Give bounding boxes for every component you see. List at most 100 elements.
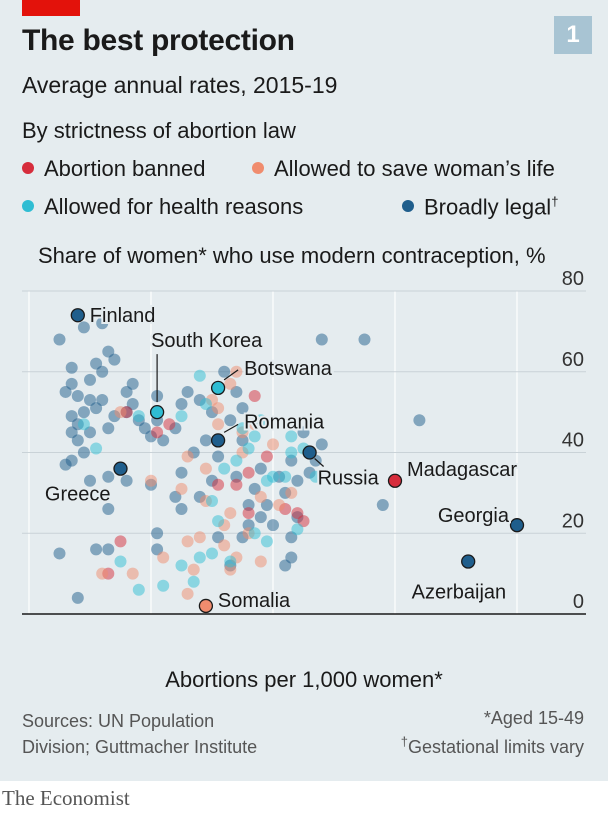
highlighted-point bbox=[198, 598, 214, 614]
data-point bbox=[114, 555, 127, 568]
chart-subtitle: Average annual rates, 2015-19 bbox=[22, 72, 338, 98]
highlighted-point bbox=[149, 404, 165, 420]
data-point bbox=[193, 369, 206, 382]
data-point bbox=[96, 317, 109, 330]
data-points bbox=[53, 308, 525, 614]
x-axis-label: Abortions per 1,000 women* bbox=[165, 667, 443, 692]
point-label: Georgia bbox=[438, 505, 510, 527]
point-labels: Finland South Korea Botswana Romania Russia G… bbox=[43, 303, 519, 614]
highlighted-point bbox=[461, 554, 476, 569]
highlighted-point bbox=[509, 518, 525, 533]
data-point bbox=[90, 543, 103, 556]
data-point bbox=[285, 430, 298, 443]
data-point bbox=[285, 551, 298, 564]
data-point bbox=[218, 365, 231, 378]
data-point bbox=[212, 418, 225, 431]
gestational-footnote: †Gestational limits vary bbox=[401, 734, 584, 758]
data-point bbox=[175, 482, 188, 495]
callout-line bbox=[314, 458, 324, 467]
data-point bbox=[291, 474, 304, 487]
data-point bbox=[120, 474, 133, 487]
data-point bbox=[65, 361, 78, 374]
data-point bbox=[254, 414, 267, 427]
data-point bbox=[181, 450, 194, 463]
data-point bbox=[187, 563, 200, 576]
data-point bbox=[59, 385, 72, 398]
point-label: Botswana bbox=[244, 358, 333, 380]
data-point bbox=[102, 543, 115, 556]
data-point bbox=[248, 430, 261, 443]
data-point bbox=[193, 531, 206, 544]
y-tick-label: 60 bbox=[562, 349, 584, 371]
legend-label-legal: Broadly legal bbox=[424, 194, 552, 220]
data-point bbox=[187, 575, 200, 588]
data-point bbox=[315, 333, 328, 346]
legend-dot-health bbox=[22, 200, 34, 212]
data-point bbox=[53, 333, 66, 346]
source-note: Sources: UN Population Division; Guttmac… bbox=[22, 711, 258, 757]
data-point bbox=[236, 402, 249, 415]
data-point bbox=[230, 454, 243, 467]
data-point bbox=[218, 539, 231, 552]
economist-logo-text: The Economist bbox=[2, 786, 130, 810]
data-point bbox=[254, 511, 267, 524]
gestational-footnote-text: Gestational limits vary bbox=[407, 737, 584, 757]
data-point bbox=[126, 567, 139, 580]
data-point bbox=[260, 450, 273, 463]
data-point bbox=[224, 414, 237, 427]
legend-item-banned: Abortion banned bbox=[22, 156, 205, 182]
chart-panel bbox=[0, 0, 608, 781]
data-point bbox=[254, 555, 267, 568]
data-point bbox=[102, 422, 115, 435]
point-label: Azerbaijan bbox=[412, 582, 507, 604]
data-point bbox=[90, 402, 103, 415]
point-label: Somalia bbox=[218, 590, 291, 612]
data-point bbox=[230, 478, 243, 491]
data-point bbox=[224, 555, 237, 568]
legend-dot-save-life bbox=[252, 162, 264, 174]
brand-red-tab bbox=[22, 0, 80, 16]
data-point bbox=[71, 389, 84, 402]
y-tick-label: 20 bbox=[562, 510, 584, 532]
data-point bbox=[163, 418, 176, 431]
data-point bbox=[291, 523, 304, 536]
data-point bbox=[315, 438, 328, 451]
data-point bbox=[242, 466, 255, 479]
y-tick-label: 40 bbox=[562, 430, 584, 452]
data-point bbox=[151, 527, 164, 540]
dagger-mark: † bbox=[551, 194, 559, 209]
data-point bbox=[285, 486, 298, 499]
legend-item-legal: Broadly legal† bbox=[402, 194, 558, 220]
data-point bbox=[248, 527, 261, 540]
legend-label-banned: Abortion banned bbox=[44, 156, 206, 181]
data-point bbox=[77, 406, 90, 419]
legend-label-save-life: Allowed to save woman’s life bbox=[274, 156, 555, 181]
point-label: Finland bbox=[90, 305, 156, 327]
data-point bbox=[242, 507, 255, 520]
data-point bbox=[309, 470, 322, 483]
y-tick-label: 0 bbox=[573, 591, 584, 613]
data-point bbox=[224, 507, 237, 520]
data-point bbox=[413, 414, 426, 427]
data-point bbox=[90, 442, 103, 455]
point-label: Greece bbox=[45, 484, 111, 506]
callout-lines bbox=[156, 354, 324, 467]
data-point bbox=[279, 470, 292, 483]
legend-dot-banned bbox=[22, 162, 34, 174]
data-point bbox=[212, 515, 225, 528]
data-point bbox=[248, 389, 261, 402]
data-point bbox=[84, 373, 96, 386]
legend-title: By strictness of abortion law bbox=[22, 118, 296, 143]
data-point bbox=[175, 466, 188, 479]
data-point bbox=[285, 446, 298, 459]
data-point bbox=[96, 365, 109, 378]
data-point bbox=[71, 591, 84, 604]
data-point bbox=[77, 446, 90, 459]
highlighted-point bbox=[210, 380, 226, 396]
data-point bbox=[175, 503, 188, 516]
data-point bbox=[212, 478, 225, 491]
callout-line bbox=[223, 369, 239, 381]
data-point bbox=[181, 535, 194, 548]
point-label: Madagascar bbox=[407, 459, 517, 481]
grid-lines bbox=[22, 290, 586, 615]
